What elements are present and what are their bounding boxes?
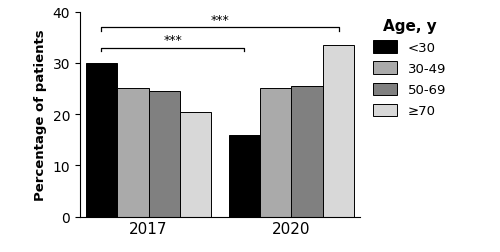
Bar — [180, 112, 212, 217]
Bar — [117, 89, 148, 217]
Bar — [148, 92, 180, 217]
Bar — [228, 135, 260, 217]
Text: ***: *** — [164, 34, 182, 47]
Bar — [86, 64, 117, 217]
Bar — [292, 87, 323, 217]
Text: ***: *** — [210, 14, 230, 27]
Y-axis label: Percentage of patients: Percentage of patients — [34, 29, 47, 200]
Bar — [260, 89, 292, 217]
Bar — [323, 46, 354, 217]
Legend: <30, 30-49, 50-69, ≥70: <30, 30-49, 50-69, ≥70 — [370, 15, 450, 122]
